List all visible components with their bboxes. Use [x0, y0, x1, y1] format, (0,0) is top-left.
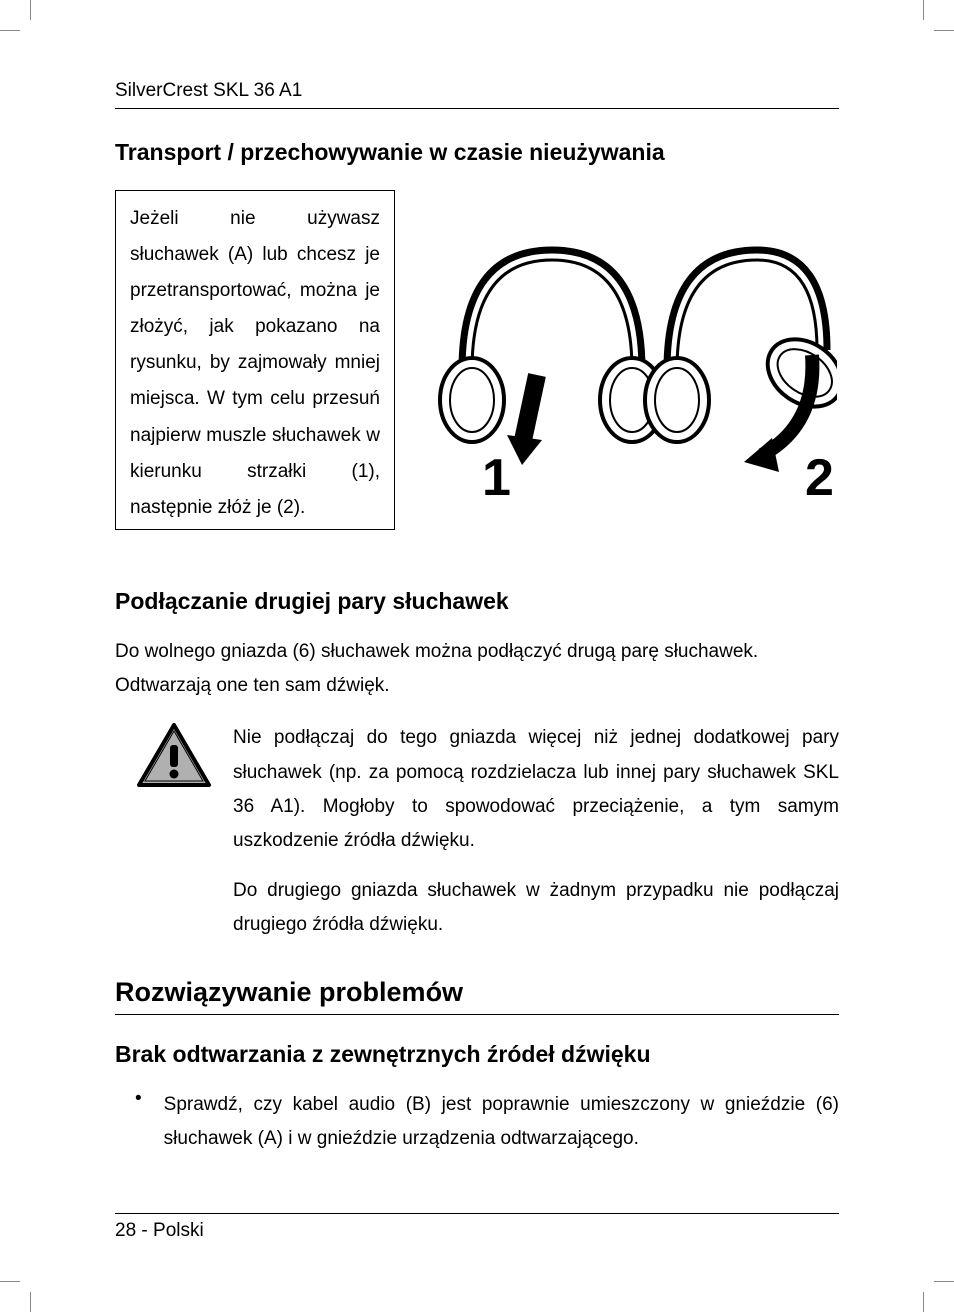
crop-mark — [0, 1272, 40, 1312]
section-title-troubleshoot: Rozwiązywanie problemów — [115, 977, 839, 1015]
bullet-item: • Sprawdź, czy kabel audio (B) jest popr… — [115, 1088, 839, 1156]
transport-text-box: Jeżeli nie używasz słuchawek (A) lub chc… — [115, 190, 395, 530]
headphones-folding-icon: 1 2 — [417, 200, 837, 520]
crop-mark — [914, 1272, 954, 1312]
warning-triangle-icon — [115, 721, 213, 958]
warning-block: Nie podłączaj do tego gniazda więcej niż… — [115, 721, 839, 958]
connect-intro: Do wolnego gniazda (6) słuchawek można p… — [115, 635, 839, 703]
warning-text: Nie podłączaj do tego gniazda więcej niż… — [233, 721, 839, 958]
figure-label-1: 1 — [482, 449, 511, 507]
header-product: SilverCrest SKL 36 A1 — [115, 80, 839, 109]
bullet-marker: • — [115, 1088, 164, 1156]
figure-label-2: 2 — [805, 449, 834, 507]
warning-para-1: Nie podłączaj do tego gniazda więcej niż… — [233, 721, 839, 858]
transport-row: Jeżeli nie używasz słuchawek (A) lub chc… — [115, 190, 839, 530]
page-footer: 28 - Polski — [115, 1213, 839, 1242]
headphone-figure: 1 2 — [415, 190, 839, 530]
crop-mark — [0, 0, 40, 40]
section-title-transport: Transport / przechowywanie w czasie nieu… — [115, 139, 839, 166]
crop-mark — [914, 0, 954, 40]
bullet-text: Sprawdź, czy kabel audio (B) jest popraw… — [164, 1088, 839, 1156]
warning-para-2: Do drugiego gniazda słuchawek w żadnym p… — [233, 874, 839, 942]
troubleshoot-sub1: Brak odtwarzania z zewnętrznych źródeł d… — [115, 1041, 839, 1068]
page-content: SilverCrest SKL 36 A1 Transport / przech… — [0, 0, 954, 1216]
section-title-connect: Podłączanie drugiej pary słuchawek — [115, 588, 839, 615]
